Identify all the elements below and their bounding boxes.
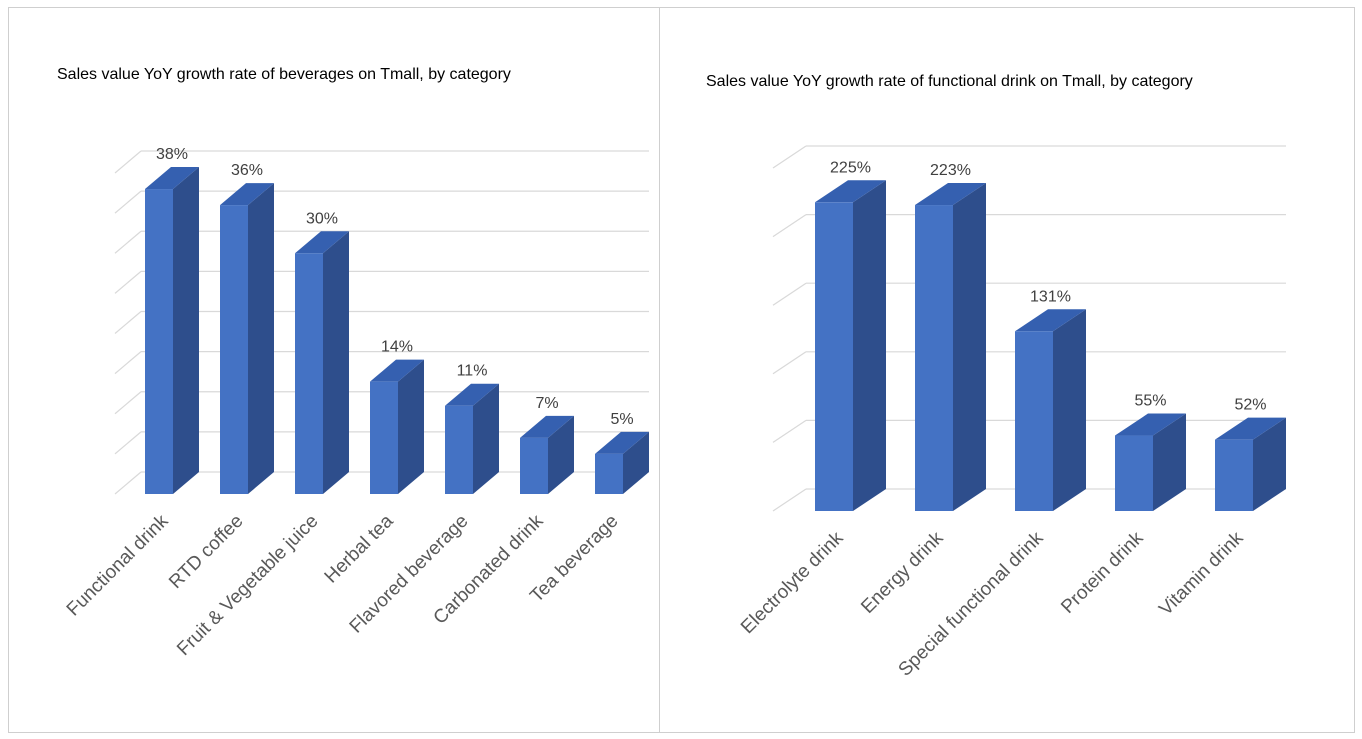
bar-front [145,189,173,495]
chart-title-functional-drink: Sales value YoY growth rate of functiona… [706,73,1193,90]
data-label: 30% [306,210,338,227]
bar-side [473,383,499,494]
bar-energy-drink [915,183,986,511]
data-label: 5% [610,411,633,428]
bar-top [445,383,499,406]
figure-frame: Sales value YoY growth rate of beverages… [8,7,1355,733]
bar-tea-beverage [595,431,649,494]
bar-protein-drink [1115,413,1186,511]
bar-top [520,415,574,438]
bar-rtd-coffee [220,183,274,494]
gridline-wall [114,230,142,254]
x-tick-label: Energy drink [857,527,948,618]
bar-top [220,183,274,206]
x-tick-label: Herbal tea [321,510,398,587]
data-label: 38% [156,146,188,163]
data-label: 131% [1030,288,1071,305]
bar-carbonated-drink [520,415,574,494]
x-tick-label: Fruit & Vegetable juice [173,511,322,660]
gridline-wall [114,391,142,415]
data-label: 55% [1134,393,1166,410]
gridline-wall [772,214,807,238]
bar-top [915,183,986,206]
bar-chart-beverages: 38% Functional drink 36% RTD coffee 30% Fruit… [63,146,649,660]
bar-front [295,253,323,494]
bar-side [953,183,986,511]
bar-side [1153,413,1186,511]
bar-front [1115,435,1153,511]
bar-vitamin-drink [1215,417,1286,511]
bar-front [520,437,548,494]
bar-front [915,205,953,511]
bar-top [815,180,886,203]
gridline-wall [772,351,807,375]
bar-front [445,405,473,494]
data-label: 11% [457,363,488,380]
bar-front [1015,331,1053,511]
chart-panel-beverages: Sales value YoY growth rate of beverages… [9,8,658,732]
data-label: 14% [381,339,413,356]
bar-side [1253,417,1286,511]
bar-electrolyte-drink [815,180,886,512]
bar-side [623,431,649,494]
bar-top [1215,417,1286,440]
bar-top [595,431,649,454]
bar-front [815,202,853,512]
bar-side [1053,309,1086,511]
bar-top [1015,309,1086,332]
bar-side [398,359,424,494]
bar-front [220,205,248,494]
bar-front [595,453,623,494]
bar-top [1115,413,1186,436]
data-label: 52% [1234,397,1266,414]
chart-title-beverages: Sales value YoY growth rate of beverages… [57,66,511,83]
chart-panel-functional-drink: Sales value YoY growth rate of functiona… [659,8,1354,732]
data-label: 225% [830,159,871,176]
bar-side [323,231,349,494]
bar-side [248,183,274,494]
gridline-wall [114,150,142,174]
gridline-wall [114,471,142,495]
gridline-wall [114,190,142,214]
data-label: 7% [535,395,558,412]
bar-herbal-tea [370,359,424,494]
data-label: 223% [930,162,971,179]
bar-side [853,180,886,512]
bar-front [1215,439,1253,511]
gridline-wall [772,282,807,306]
gridline-wall [114,270,142,294]
bar-fruit-and-vegetable-juice [295,231,349,494]
gridline-wall [114,311,142,334]
x-tick-label: Protein drink [1057,527,1148,618]
bar-side [173,167,199,495]
gridline-wall [772,488,807,512]
bar-front [370,381,398,494]
gridline-wall [772,419,807,443]
gridline-wall [772,145,807,169]
data-label: 36% [231,162,263,179]
bar-top [145,167,199,190]
gridline-wall [114,431,142,455]
x-tick-label: Vitamin drink [1155,527,1248,620]
gridline-wall [114,351,142,375]
bar-flavored-beverage [445,383,499,494]
bar-special-functional-drink [1015,309,1086,511]
bar-functional-drink [145,167,199,495]
x-tick-label: Functional drink [63,510,173,620]
bar-side [548,415,574,494]
bar-top [370,359,424,382]
bar-chart-functional-drink: 225% Electrolyte drink 223% Energy drink 131… [737,145,1286,681]
bar-top [295,231,349,254]
x-tick-label: Electrolyte drink [737,527,848,638]
x-tick-label: RTD coffee [165,511,247,593]
